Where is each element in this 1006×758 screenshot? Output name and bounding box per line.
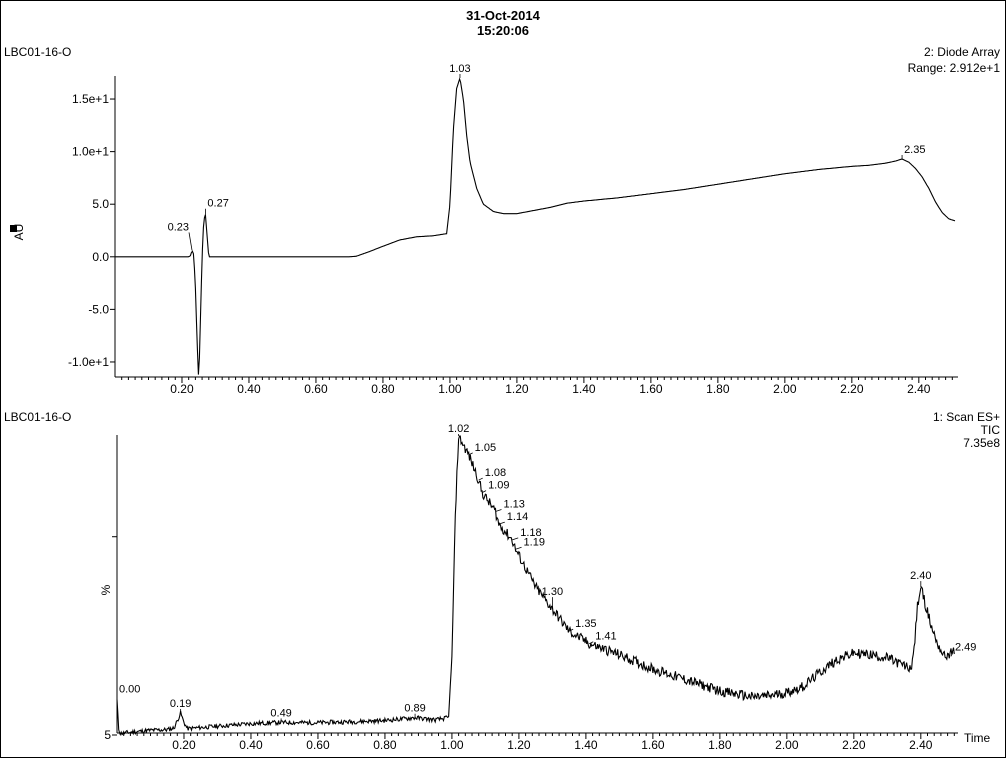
peak-marker — [589, 641, 594, 645]
peak-label: 1.03 — [449, 63, 470, 75]
x-tick-label: 0.20 — [172, 738, 196, 752]
peak-label: 2.35 — [904, 144, 925, 156]
bottom-sample-id: LBC01-16-O — [4, 410, 72, 424]
peak-label: 2.49 — [955, 641, 976, 653]
y-tick-label: 0.0 — [92, 250, 109, 264]
x-tick-label: 1.80 — [706, 382, 730, 396]
x-tick-label: 2.40 — [909, 738, 933, 752]
x-tick-label: 1.40 — [574, 738, 598, 752]
peak-label: 1.41 — [595, 631, 616, 643]
peak-label: 0.49 — [270, 707, 291, 719]
peak-label: 0.23 — [168, 221, 189, 233]
x-tick-label: 1.00 — [438, 382, 462, 396]
x-axis-title: Time — [964, 731, 991, 745]
peak-marker — [495, 509, 502, 512]
peak-marker — [481, 490, 487, 494]
x-tick-label: 1.20 — [505, 382, 529, 396]
y-tick-label: -5.0 — [88, 302, 109, 316]
peak-label: 1.14 — [507, 511, 528, 523]
x-tick-label: 2.40 — [907, 382, 931, 396]
peak-label: 1.19 — [524, 536, 545, 548]
bottom-y-axis-label: % — [99, 584, 113, 595]
bottom-intensity: 7.35e8 — [963, 436, 1000, 450]
run-time: 15:20:06 — [476, 23, 530, 38]
peak-label: 0.27 — [207, 198, 228, 210]
peak-label: 2.40 — [910, 570, 931, 582]
x-tick-label: 2.00 — [775, 738, 799, 752]
x-tick-label: 0.60 — [304, 382, 328, 396]
trace-line — [115, 77, 956, 375]
peak-label: 1.30 — [542, 586, 563, 598]
x-tick-label: 1.80 — [708, 738, 732, 752]
diode-array-chart: 0.20 0.40 0.60 0.80 1.00 1.20 1.40 1.60 1.80 2.00… — [10, 63, 958, 396]
top-range: Range: 2.912e+1 — [907, 61, 1000, 75]
x-tick-label: 1.60 — [641, 738, 665, 752]
peak-marker — [568, 628, 574, 632]
x-tick-label: 0.40 — [237, 382, 261, 396]
peak-label: 1.09 — [488, 480, 509, 492]
peak-label: 0.19 — [170, 698, 191, 710]
top-sample-id: LBC01-16-O — [4, 45, 72, 59]
peak-marker — [478, 477, 483, 481]
axis-marker-icon — [10, 225, 17, 232]
top-detector: 2: Diode Array — [923, 45, 1000, 59]
x-tick-label: 0.40 — [239, 738, 263, 752]
peak-label: 1.35 — [575, 618, 596, 630]
peak-label: 1.02 — [448, 423, 469, 435]
y-tick-label: 5 — [104, 728, 111, 742]
peak-label: 1.05 — [475, 442, 496, 454]
y-tick-label: 5.0 — [92, 197, 109, 211]
x-tick-label: 1.40 — [572, 382, 596, 396]
x-tick-label: 2.20 — [842, 738, 866, 752]
peak-marker — [950, 652, 954, 657]
x-tick-label: 0.80 — [371, 382, 395, 396]
x-tick-label: 2.00 — [773, 382, 797, 396]
peak-label: 1.18 — [520, 527, 541, 539]
y-tick-label: 1.0e+1 — [72, 145, 109, 159]
x-tick-label: 0.80 — [373, 738, 397, 752]
peak-label: 0.89 — [404, 703, 425, 715]
peak-marker — [512, 537, 519, 541]
peak-marker — [188, 232, 193, 251]
x-tick-label: 1.60 — [639, 382, 663, 396]
x-tick-label: 1.20 — [507, 738, 531, 752]
run-date: 31-Oct-2014 — [466, 8, 540, 23]
peak-label: 1.08 — [485, 467, 506, 479]
trace-line — [116, 435, 955, 737]
tic-chart: 0.20 0.40 0.60 0.80 1.00 1.20 1.40 1.60 1.80 2.00… — [99, 423, 991, 752]
peak-label: 1.13 — [503, 499, 524, 511]
x-tick-label: 0.20 — [170, 382, 194, 396]
y-tick-label: 1.5e+1 — [72, 92, 109, 106]
bottom-trace-type: TIC — [980, 423, 1000, 437]
x-tick-label: 1.00 — [440, 738, 464, 752]
peak-marker — [468, 452, 473, 456]
x-tick-label: 0.60 — [306, 738, 330, 752]
y-tick-label: -1.0e+1 — [68, 355, 109, 369]
x-tick-label: 2.20 — [840, 382, 864, 396]
peak-marker — [515, 546, 522, 550]
peak-marker — [498, 521, 505, 525]
peak-label: 0.00 — [119, 683, 140, 695]
bottom-detector: 1: Scan ES+ — [932, 410, 1000, 424]
